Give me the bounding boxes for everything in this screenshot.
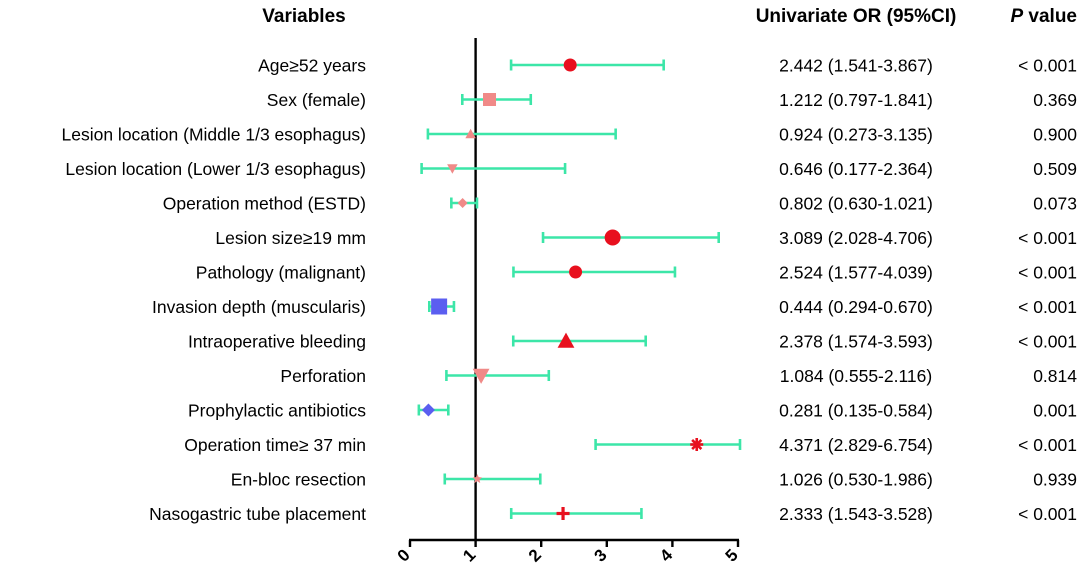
header-variables: Variables bbox=[262, 6, 345, 27]
or-value: 0.281 (0.135-0.584) bbox=[779, 401, 933, 421]
p-value: < 0.001 bbox=[1018, 332, 1077, 352]
row-label: Lesion size≥19 mm bbox=[215, 228, 366, 248]
or-value: 1.212 (0.797-1.841) bbox=[779, 90, 933, 110]
row-label: Operation method (ESTD) bbox=[163, 194, 366, 214]
header-or: Univariate OR (95%CI) bbox=[756, 6, 957, 27]
triangle-up-marker bbox=[465, 128, 476, 139]
row-label: Sex (female) bbox=[267, 90, 366, 110]
or-value: 0.924 (0.273-3.135) bbox=[779, 125, 933, 145]
row-label: Lesion location (Lower 1/3 esophagus) bbox=[65, 159, 366, 179]
x-axis: 0 1 2 3 4 5 bbox=[394, 538, 742, 566]
or-value: 4.371 (2.829-6.754) bbox=[779, 435, 933, 455]
or-value: 3.089 (2.028-4.706) bbox=[779, 228, 933, 248]
diamond-marker bbox=[457, 198, 468, 208]
triangle-down-marker bbox=[472, 368, 490, 384]
star-marker bbox=[472, 474, 483, 484]
x-tick-label: 3 bbox=[590, 545, 610, 565]
x-tick-label: 4 bbox=[656, 545, 677, 566]
circle-marker bbox=[569, 265, 583, 279]
or-value: 2.442 (1.541-3.867) bbox=[779, 56, 933, 76]
forest-row: Lesion location (Middle 1/3 esophagus) 0.… bbox=[62, 125, 1078, 145]
p-value: 0.939 bbox=[1033, 470, 1077, 490]
p-value: 0.001 bbox=[1033, 401, 1077, 421]
row-label: Invasion depth (muscularis) bbox=[152, 297, 366, 317]
row-label: Pathology (malignant) bbox=[196, 263, 366, 283]
forest-row: Lesion location (Lower 1/3 esophagus) 0.6… bbox=[65, 159, 1077, 179]
p-value: < 0.001 bbox=[1018, 56, 1077, 76]
forest-row: Age≥52 years 2.442 (1.541-3.867) < 0.001 bbox=[258, 56, 1077, 76]
forest-row: Nasogastric tube placement 2.333 (1.543-3… bbox=[149, 504, 1077, 524]
forest-row: Prophylactic antibiotics 0.281 (0.135-0.5… bbox=[188, 401, 1077, 421]
circle-marker bbox=[563, 58, 577, 72]
p-value: 0.073 bbox=[1033, 194, 1077, 214]
circle-marker bbox=[604, 229, 621, 246]
square-marker bbox=[483, 93, 497, 106]
square-marker bbox=[431, 298, 448, 315]
forest-row: Perforation 1.084 (0.555-2.116) 0.814 bbox=[280, 366, 1077, 386]
forest-row: Sex (female) 1.212 (0.797-1.841) 0.369 bbox=[267, 90, 1077, 110]
forest-rows: Age≥52 years 2.442 (1.541-3.867) < 0.001 Se… bbox=[62, 38, 1078, 540]
p-value: < 0.001 bbox=[1018, 504, 1077, 524]
forest-row: Invasion depth (muscularis) 0.444 (0.294-… bbox=[152, 297, 1077, 317]
or-value: 1.084 (0.555-2.116) bbox=[780, 366, 932, 386]
forest-row: Lesion size≥19 mm 3.089 (2.028-4.706) < 0.… bbox=[215, 228, 1077, 248]
row-label: Age≥52 years bbox=[258, 56, 366, 76]
row-label: En-bloc resection bbox=[231, 470, 366, 490]
diamond-marker bbox=[421, 403, 435, 417]
header-p-value: P value bbox=[1010, 6, 1077, 27]
plus-marker-v bbox=[561, 507, 565, 520]
p-value: 0.900 bbox=[1033, 125, 1077, 145]
p-value: < 0.001 bbox=[1018, 435, 1077, 455]
p-value: < 0.001 bbox=[1018, 263, 1077, 283]
or-value: 0.444 (0.294-0.670) bbox=[779, 297, 933, 317]
forest-row: En-bloc resection 1.026 (0.530-1.986) 0.93… bbox=[231, 470, 1077, 490]
row-label: Prophylactic antibiotics bbox=[188, 401, 366, 421]
p-value: < 0.001 bbox=[1018, 297, 1077, 317]
row-label: Nasogastric tube placement bbox=[149, 504, 366, 524]
or-value: 2.378 (1.574-3.593) bbox=[779, 332, 933, 352]
forest-row: Operation method (ESTD) 0.802 (0.630-1.02… bbox=[163, 194, 1077, 214]
forest-row: Operation time≥ 37 min 4.371 (2.829-6.754… bbox=[184, 435, 1077, 455]
p-value: 0.369 bbox=[1033, 90, 1077, 110]
x-tick-label: 0 bbox=[394, 545, 414, 565]
forest-row: Pathology (malignant) 2.524 (1.577-4.039)… bbox=[196, 263, 1077, 283]
p-value: 0.814 bbox=[1033, 366, 1077, 386]
x-tick-label: 1 bbox=[459, 545, 479, 565]
or-value: 1.026 (0.530-1.986) bbox=[779, 470, 933, 490]
or-value: 2.524 (1.577-4.039) bbox=[779, 263, 933, 283]
or-value: 0.802 (0.630-1.021) bbox=[779, 194, 933, 214]
or-value: 0.646 (0.177-2.364) bbox=[779, 159, 933, 179]
row-label: Lesion location (Middle 1/3 esophagus) bbox=[62, 125, 367, 145]
triangle-down-marker bbox=[447, 164, 458, 174]
p-value: < 0.001 bbox=[1018, 228, 1077, 248]
asterisk-marker-arm bbox=[691, 438, 703, 451]
row-label: Operation time≥ 37 min bbox=[184, 435, 366, 455]
header-p-italic: P bbox=[1010, 6, 1023, 27]
header-p-rest: value bbox=[1023, 6, 1077, 27]
row-label: Perforation bbox=[280, 366, 366, 386]
or-value: 2.333 (1.543-3.528) bbox=[779, 504, 933, 524]
forest-row: Intraoperative bleeding 2.378 (1.574-3.59… bbox=[188, 332, 1077, 352]
x-tick-label: 2 bbox=[525, 545, 545, 565]
x-tick-label: 5 bbox=[722, 545, 742, 565]
row-label: Intraoperative bleeding bbox=[188, 332, 366, 352]
p-value: 0.509 bbox=[1033, 159, 1077, 179]
triangle-up-marker bbox=[557, 332, 575, 348]
